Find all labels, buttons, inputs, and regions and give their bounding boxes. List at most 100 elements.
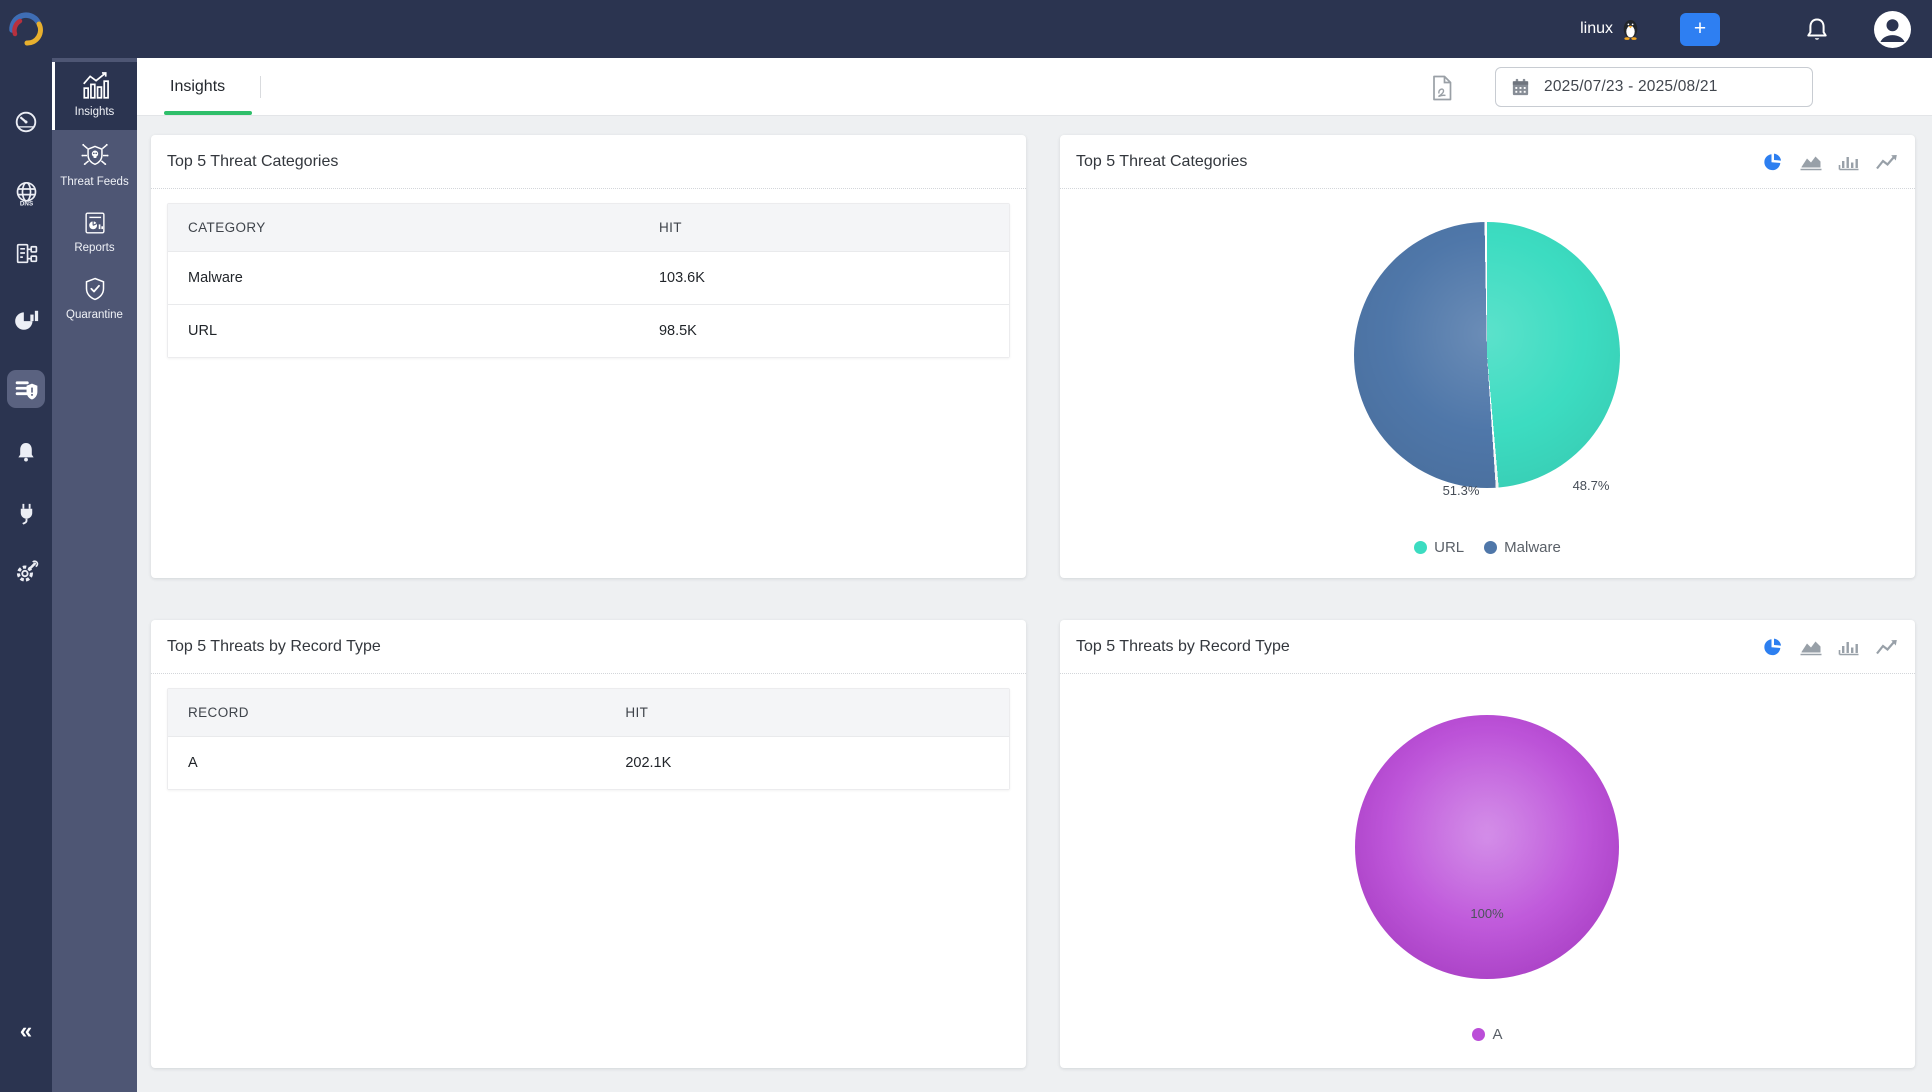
plug-icon (20, 503, 32, 525)
column-header: HIT (625, 705, 649, 720)
quarantine-shield-icon (85, 278, 104, 301)
app-logo-icon (6, 9, 46, 54)
chart-type-switcher (1762, 637, 1899, 657)
top-bar: linux + (0, 0, 1932, 58)
export-pdf-icon[interactable] (1429, 74, 1455, 107)
bell-icon (18, 443, 34, 462)
pie-slice-label-url: 48.7% (1572, 478, 1610, 493)
card-record-type-table: Top 5 Threats by Record Type RECORD HIT … (151, 620, 1026, 1068)
sidebar-item-integrations[interactable] (0, 491, 52, 535)
column-header: HIT (658, 220, 682, 235)
sidebar-item-label: Insights (74, 106, 115, 118)
date-range-value: 2025/07/23 - 2025/08/21 (1544, 78, 1718, 95)
sidebar-item-reports[interactable]: Reports (52, 200, 137, 266)
tab-label: Insights (170, 77, 226, 95)
tab-divider (260, 76, 261, 98)
record-cell: A (188, 755, 198, 771)
table-header-row: CATEGORY HIT (168, 204, 1009, 251)
legend-dot (1484, 541, 1498, 554)
area-chart-icon[interactable] (1799, 153, 1823, 171)
table-row: A 202.1K (168, 736, 1009, 789)
table-header-row: RECORD HIT (168, 689, 1009, 736)
notifications-bell-icon[interactable] (1804, 16, 1830, 43)
username-label[interactable]: linux (1580, 20, 1613, 37)
pie-chart-icon[interactable] (1762, 637, 1784, 657)
sidebar-item-insights[interactable]: Insights (52, 62, 137, 130)
card-title: Top 5 Threats by Record Type (167, 637, 381, 655)
sidebar-item-alerts[interactable] (0, 430, 52, 474)
threat-feeds-shield-icon (80, 143, 109, 165)
category-cell: URL (188, 323, 218, 339)
icon-rail: DNS (0, 0, 52, 1092)
sidebar-item-label: Quarantine (66, 309, 123, 322)
hit-cell: 202.1K (625, 755, 672, 771)
chart-type-switcher (1762, 152, 1899, 172)
record-type-pie (1355, 715, 1619, 979)
gear-wrench-icon (16, 559, 38, 582)
dns-globe-icon: DNS (16, 181, 36, 207)
legend-label: A (1492, 1026, 1503, 1043)
legend-item-url[interactable]: URL (1414, 539, 1464, 556)
bar-chart-icon[interactable] (1838, 638, 1860, 656)
user-avatar[interactable] (1874, 10, 1911, 48)
sub-navigation: Insights Threat Feeds (52, 58, 137, 1092)
sidebar-item-threat-feeds[interactable]: Threat Feeds (52, 130, 137, 200)
legend-dot (1414, 541, 1428, 554)
line-chart-icon[interactable] (1875, 638, 1899, 656)
pie-chart-icon[interactable] (1762, 152, 1784, 172)
asset-tree-icon (16, 243, 37, 263)
sidebar-item-label: Threat Feeds (60, 175, 129, 188)
table-row: Malware 103.6K (168, 251, 1009, 304)
card-title: Top 5 Threats by Record Type (1076, 637, 1290, 655)
pie-bars-icon (15, 310, 39, 330)
card-threat-categories-chart: Top 5 Threat Categories (1060, 135, 1915, 578)
sidebar-item-assets[interactable] (0, 231, 52, 275)
pie-slice-label-malware: 51.3% (1442, 483, 1480, 498)
legend-item-a[interactable]: A (1472, 1026, 1503, 1043)
add-button[interactable]: + (1680, 12, 1720, 46)
sidebar-item-quarantine[interactable]: Quarantine (52, 265, 137, 333)
legend-label: URL (1434, 539, 1465, 556)
sidebar-item-settings[interactable] (0, 550, 52, 594)
hit-cell: 103.6K (658, 270, 705, 286)
card-threat-categories-table: Top 5 Threat Categories CATEGORY HIT Mal… (151, 135, 1026, 578)
penguin-os-icon (1621, 18, 1640, 40)
record-type-table: RECORD HIT A 202.1K (167, 688, 1010, 790)
threat-categories-pie (1354, 222, 1620, 488)
legend-item-malware[interactable]: Malware (1484, 539, 1561, 556)
legend-label: Malware (1504, 539, 1561, 556)
tab-insights[interactable]: Insights (170, 58, 225, 115)
reports-doc-icon (84, 212, 105, 234)
area-chart-icon[interactable] (1799, 638, 1823, 656)
calendar-icon (1512, 78, 1529, 95)
tab-bar: Insights 2025/07/23 - 2025/08/2 (137, 58, 1932, 116)
line-chart-icon[interactable] (1875, 153, 1899, 171)
column-header: CATEGORY (188, 220, 266, 235)
chart-legend: URL Malware (1060, 539, 1915, 556)
collapse-sidebar-button[interactable]: « (19, 1018, 33, 1043)
svg-text:DNS: DNS (19, 200, 32, 207)
sidebar-item-analytics[interactable] (0, 298, 52, 342)
category-cell: Malware (188, 270, 243, 286)
card-record-type-chart: Top 5 Threats by Record Type (1060, 620, 1915, 1068)
card-title: Top 5 Threat Categories (1076, 152, 1248, 170)
sidebar-item-dashboard[interactable] (0, 100, 52, 144)
table-row: URL 98.5K (168, 304, 1009, 357)
card-title: Top 5 Threat Categories (167, 152, 339, 170)
hit-cell: 98.5K (658, 323, 697, 339)
insights-chart-icon (82, 72, 109, 99)
sidebar-item-dns[interactable]: DNS (0, 171, 52, 215)
chart-legend: A (1060, 1026, 1915, 1043)
server-shield-icon (15, 381, 38, 400)
date-range-picker[interactable]: 2025/07/23 - 2025/08/21 (1495, 67, 1813, 107)
bar-chart-icon[interactable] (1838, 153, 1860, 171)
active-tab-indicator (164, 111, 252, 115)
pie-slice-label-a: 100% (1470, 906, 1504, 921)
speedometer-icon (15, 111, 37, 133)
sidebar-item-label: Reports (74, 241, 115, 254)
threat-categories-table: CATEGORY HIT Malware 103.6K URL 98.5K (167, 203, 1010, 358)
column-header: RECORD (188, 705, 249, 720)
sidebar-item-threat-insights[interactable] (7, 370, 45, 408)
legend-dot (1472, 1028, 1486, 1041)
